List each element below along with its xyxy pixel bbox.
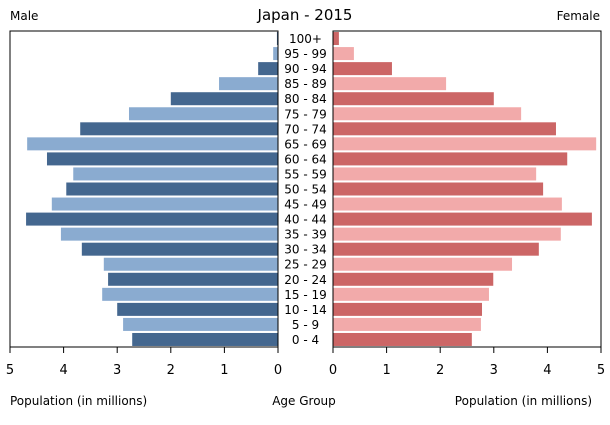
male-bar-30-34 [81, 242, 278, 256]
female-bar-25-29 [333, 257, 513, 271]
age-group-label: 65 - 69 [284, 137, 327, 151]
female-label: Female [557, 9, 600, 23]
male-bar-80-84 [170, 92, 278, 106]
female-bar-30-34 [333, 242, 539, 256]
female-bar-50-54 [333, 182, 544, 196]
female-x-tick-label: 2 [436, 363, 444, 378]
female-bar-10-14 [333, 302, 483, 316]
female-x-tick-label: 3 [490, 363, 498, 378]
x-axis-label-right: Population (in millions) [455, 394, 592, 408]
male-bar-55-59 [73, 167, 278, 181]
female-bar-70-74 [333, 122, 556, 136]
female-plot-frame [332, 30, 602, 348]
female-x-tick-label: 1 [382, 363, 390, 378]
female-bar-75-79 [333, 107, 522, 121]
male-bar-5-9 [123, 317, 278, 331]
male-x-tick-label: 3 [113, 363, 121, 378]
male-bar-45-49 [51, 197, 278, 211]
male-bar-0-4 [132, 332, 278, 346]
female-bar-95-99 [333, 47, 354, 61]
male-x-tick-label: 1 [220, 363, 228, 378]
male-bar-75-79 [128, 107, 278, 121]
male-bar-100+ [276, 32, 278, 46]
male-bar-20-24 [108, 272, 278, 286]
age-group-label: 85 - 89 [284, 77, 327, 91]
male-bar-60-64 [46, 152, 278, 166]
female-bar-60-64 [333, 152, 568, 166]
female-bar-55-59 [333, 167, 537, 181]
female-bar-100+ [333, 32, 339, 46]
male-x-tick-label: 0 [274, 363, 282, 378]
male-bar-40-44 [26, 212, 278, 226]
female-x-tick-label: 0 [329, 363, 337, 378]
age-group-label: 70 - 74 [284, 122, 327, 136]
age-group-label: 30 - 34 [284, 243, 327, 257]
male-bar-65-69 [27, 137, 278, 151]
x-axis-label-left: Population (in millions) [10, 394, 147, 408]
male-bar-25-29 [103, 257, 278, 271]
female-bar-5-9 [333, 317, 481, 331]
male-bar-50-54 [66, 182, 278, 196]
male-label: Male [10, 9, 38, 23]
age-group-label: 25 - 29 [284, 258, 327, 272]
male-bar-95-99 [273, 47, 278, 61]
male-bar-70-74 [80, 122, 278, 136]
female-x-tick-label: 5 [597, 363, 605, 378]
female-bar-45-49 [333, 197, 562, 211]
age-group-label: 10 - 14 [284, 303, 327, 317]
male-bar-35-39 [60, 227, 278, 241]
age-group-label: 40 - 44 [284, 213, 327, 227]
age-group-label: 95 - 99 [284, 47, 327, 61]
age-group-label: 35 - 39 [284, 228, 327, 242]
age-group-label: 90 - 94 [284, 62, 327, 76]
female-bar-90-94 [333, 62, 392, 76]
age-group-label: 75 - 79 [284, 107, 327, 121]
age-group-label: 80 - 84 [284, 92, 327, 106]
age-group-label: 5 - 9 [292, 318, 319, 332]
female-bar-15-19 [333, 287, 489, 301]
male-plot-frame [9, 30, 279, 348]
male-bar-85-89 [219, 77, 278, 91]
chart-title: Japan - 2015 [257, 6, 353, 24]
age-group-label: 50 - 54 [284, 183, 327, 197]
age-group-label: 0 - 4 [292, 333, 319, 347]
female-bar-65-69 [333, 137, 597, 151]
age-group-label: 55 - 59 [284, 167, 327, 181]
x-axis-label-center: Age Group [272, 394, 336, 408]
age-group-label: 45 - 49 [284, 198, 327, 212]
female-bar-85-89 [333, 77, 447, 91]
female-bar-35-39 [333, 227, 561, 241]
male-bar-15-19 [102, 287, 278, 301]
male-x-tick-label: 4 [59, 363, 67, 378]
female-bar-80-84 [333, 92, 494, 106]
male-x-tick-label: 5 [6, 363, 14, 378]
male-x-tick-label: 2 [167, 363, 175, 378]
female-bar-20-24 [333, 272, 494, 286]
female-bar-0-4 [333, 332, 472, 346]
age-group-label: 60 - 64 [284, 152, 327, 166]
female-bar-40-44 [333, 212, 592, 226]
male-bar-10-14 [117, 302, 278, 316]
female-x-tick-label: 4 [543, 363, 551, 378]
age-group-label: 100+ [289, 32, 322, 46]
age-group-label: 15 - 19 [284, 288, 327, 302]
male-bar-90-94 [258, 62, 278, 76]
age-group-label: 20 - 24 [284, 273, 327, 287]
